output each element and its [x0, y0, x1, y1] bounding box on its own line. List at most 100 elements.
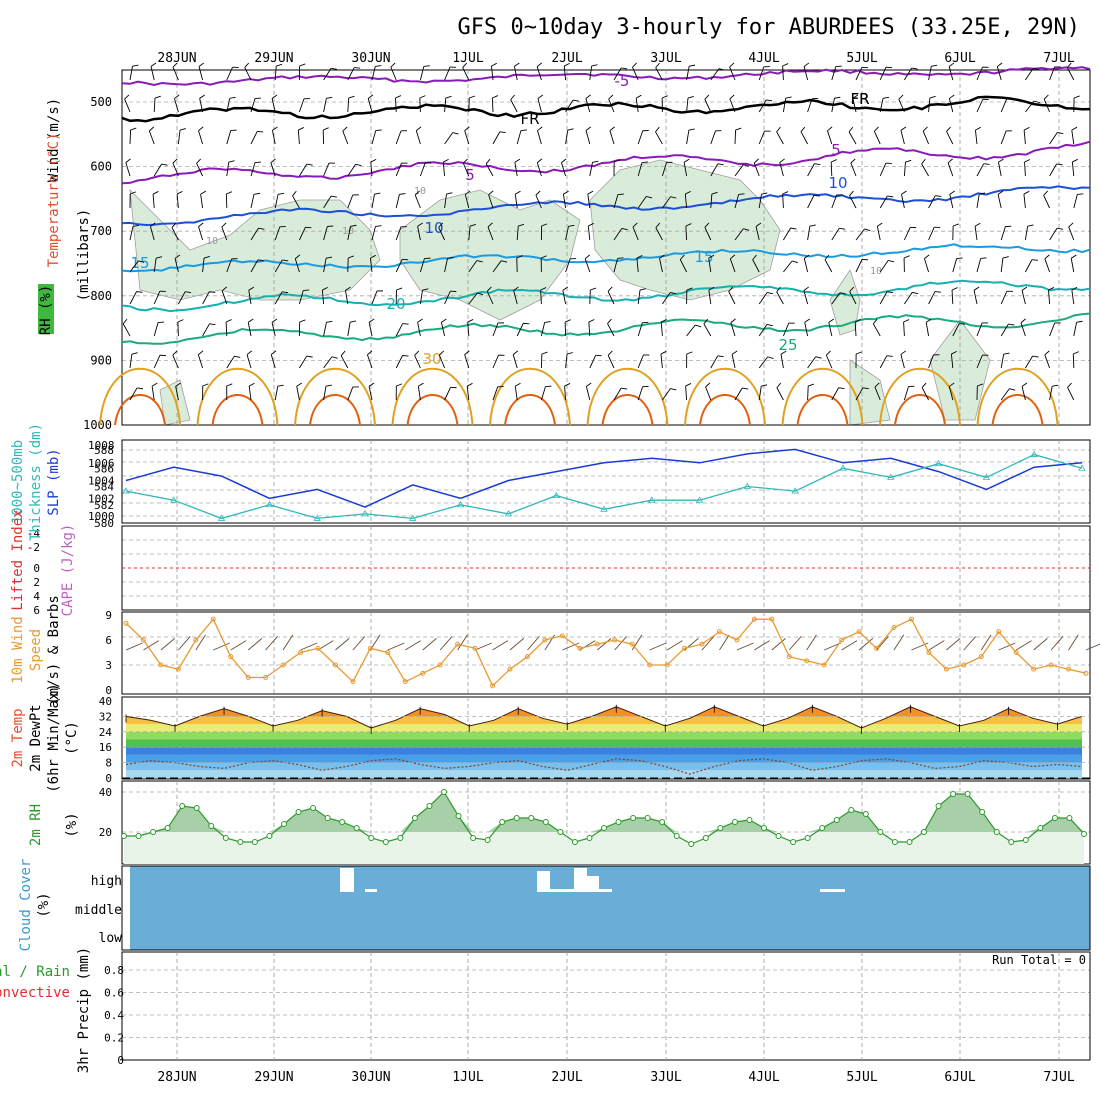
wind-barb-flag: [1043, 190, 1049, 196]
isotherm-30: [879, 367, 961, 426]
wind-barb-flag: [487, 222, 493, 228]
isotherm-label: 5: [465, 166, 475, 184]
wind-barb: [196, 163, 204, 177]
wind-barb: [1024, 226, 1029, 241]
wind-barb-flag: [951, 287, 958, 291]
wind-barb: [1049, 163, 1058, 177]
wind-barb: [900, 354, 905, 369]
rh-point: [484, 837, 491, 843]
wind-barb: [728, 291, 736, 305]
wind-barb-flag: [585, 126, 592, 131]
wind-barb-flag: [931, 64, 938, 67]
wind-barb-flag: [695, 324, 702, 328]
wind-barb-flag: [607, 286, 613, 292]
date-label-bottom: 28JUN: [157, 1070, 196, 1085]
rh-dark-fill: [124, 792, 1084, 832]
temp-band: [126, 754, 1082, 763]
temp-label-b: 2m DewPt: [28, 704, 44, 771]
wind-barb: [171, 227, 179, 241]
isotherm-label: 10: [828, 174, 847, 192]
rh-point: [179, 803, 186, 809]
wind-barb-flag: [850, 158, 856, 164]
wind-barb: [198, 66, 204, 81]
wind-barb: [250, 259, 259, 273]
precip-label-a: Total / Rain: [0, 964, 70, 980]
rh-point: [993, 829, 1000, 835]
li-tick: 0: [33, 562, 40, 575]
isotherm-35: [796, 394, 849, 426]
wind-barb: [976, 163, 985, 177]
rh-point: [513, 815, 520, 821]
wind-barb: [561, 162, 567, 177]
wind-tick: 3: [105, 659, 112, 672]
isotherm-line: [121, 95, 1091, 123]
wind-barb-flag: [685, 383, 692, 387]
wind-barb-flag: [584, 254, 591, 260]
wind-barb: [371, 194, 375, 209]
wind-barb: [438, 227, 446, 241]
wind-barb-flag: [485, 158, 491, 165]
wind-barb: [1000, 388, 1010, 401]
wind-barb: [347, 386, 354, 401]
wind-barb: [540, 386, 546, 401]
wind-barb: [198, 130, 204, 145]
wind-barb: [1023, 194, 1026, 209]
isotherm-35: [309, 394, 361, 426]
cloud-gap: [537, 871, 550, 892]
wind-barb-flag: [564, 319, 571, 323]
wind-barb-flag: [621, 67, 628, 70]
surface-wind-barb: [335, 638, 350, 651]
wind-barb-flag: [244, 62, 250, 68]
wind-barb-flag: [729, 62, 735, 68]
wind-barb-flag: [568, 224, 575, 227]
wind-barb: [949, 194, 954, 209]
wind-barb-flag: [179, 128, 186, 131]
wind-barb: [782, 98, 787, 113]
wind-barb: [637, 354, 644, 369]
wind-barb-flag: [655, 126, 660, 133]
wind-barb-flag: [271, 94, 278, 99]
wind-barb-flag: [541, 223, 548, 227]
wind-barb: [637, 196, 647, 209]
wind-barb-flag: [375, 129, 382, 131]
rh-point: [862, 811, 869, 817]
wind-barb-flag: [124, 94, 130, 100]
wind-barb-flag: [609, 126, 615, 131]
wind-barb-flag: [815, 356, 822, 359]
wind-barb: [513, 66, 518, 81]
wind-barb-flag: [322, 286, 328, 291]
wind-barb: [565, 354, 568, 369]
surface-wind-barb: [160, 638, 175, 651]
wind-barb: [753, 162, 760, 177]
isotherm-30: [294, 367, 376, 426]
wind-speed-point: [263, 675, 269, 680]
wind-barb: [589, 66, 593, 81]
wind-barb: [444, 66, 451, 81]
wind-barb: [901, 194, 905, 209]
surface-wind-barb: [405, 640, 421, 651]
wind-barb-flag: [997, 62, 1003, 67]
wind-barb-flag: [282, 291, 289, 294]
thickness-marker: [1078, 464, 1086, 471]
wind-barb: [976, 258, 982, 273]
wind-barb-flag: [767, 292, 774, 295]
rh-point: [281, 821, 287, 827]
rh-panel: 40 20: [99, 780, 1091, 865]
wind-barb: [226, 130, 232, 145]
surface-wind-barb: [352, 636, 366, 651]
precip-tick: 0.8: [104, 964, 124, 977]
rh-point: [717, 825, 724, 831]
wind-barb: [928, 226, 935, 241]
wind-barb-flag: [730, 254, 736, 260]
wind-barb: [584, 258, 591, 273]
wind-barb: [776, 291, 784, 305]
temp-unit: (°C): [64, 721, 80, 755]
wind-barb-flag: [704, 222, 710, 228]
wind-barb-flag: [414, 190, 420, 196]
wind-barb: [150, 226, 155, 241]
wind-barb-flag: [469, 223, 476, 227]
wind-speed-point: [1031, 666, 1037, 672]
wind-barb-flag: [200, 190, 207, 195]
wind-speed-point: [332, 662, 338, 668]
